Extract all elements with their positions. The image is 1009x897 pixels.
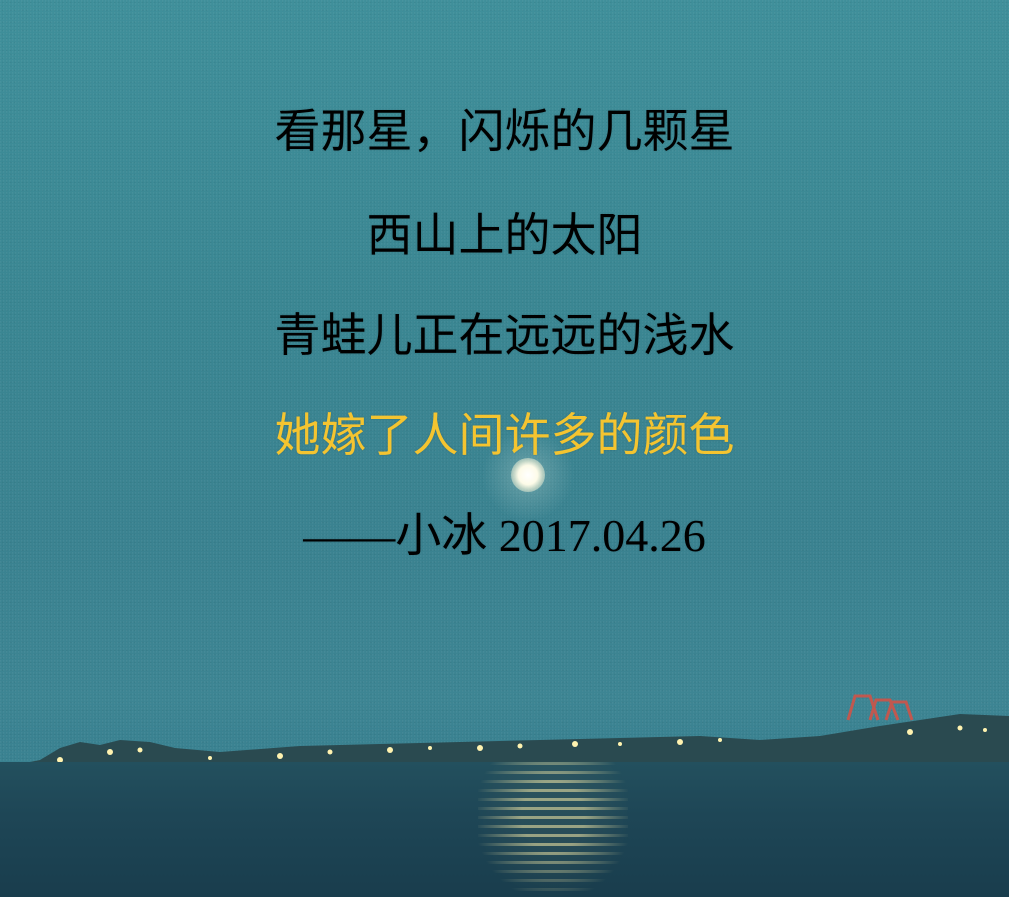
moon-reflection (478, 762, 628, 897)
moon (511, 458, 545, 492)
poem-line-2: 西山上的太阳 (366, 210, 643, 261)
poem-line-3: 青蛙儿正在远远的浅水 (274, 310, 735, 361)
poem-line-4-highlight: 她嫁了人间许多的颜色 (274, 410, 735, 461)
harbor-cranes (846, 694, 914, 721)
poem-signature: ——小冰 2017.04.26 (303, 510, 706, 561)
city-lights (57, 725, 987, 763)
poem-line-1: 看那星，闪烁的几颗星 (274, 106, 735, 157)
